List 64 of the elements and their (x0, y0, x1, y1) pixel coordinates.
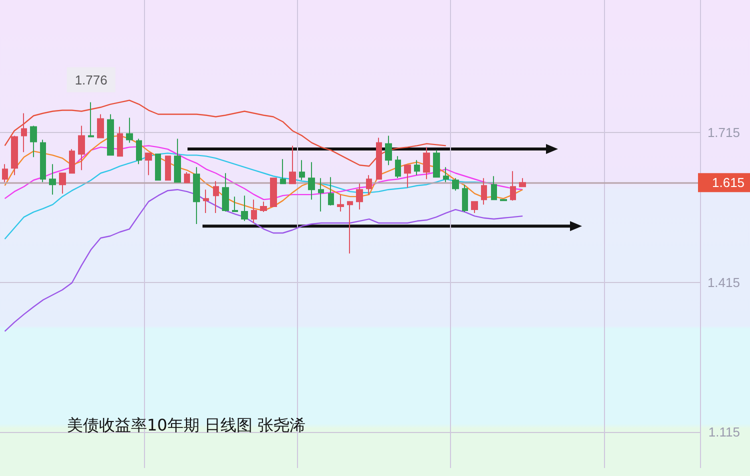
annotation: 1.776 (74, 72, 108, 88)
candlestick (347, 201, 353, 254)
candlestick (289, 145, 296, 184)
candlestick (366, 174, 372, 196)
candlestick (232, 196, 238, 212)
candlestick (203, 189, 209, 214)
candlestick (308, 162, 315, 200)
candlestick (433, 150, 440, 178)
candlestick (318, 178, 324, 212)
candlestick (193, 166, 200, 225)
y-tick-label: 1.415 (707, 274, 740, 290)
candlestick (40, 139, 46, 183)
candlestick (260, 201, 267, 213)
candlestick (126, 117, 133, 144)
candlestick (481, 178, 487, 206)
line-series (4, 100, 446, 167)
y-tick-label: 1.115 (708, 424, 740, 440)
candlestick (337, 194, 344, 212)
candlestick (404, 164, 411, 188)
candlestick (59, 172, 66, 194)
candlestick (356, 183, 363, 210)
candlestick (299, 160, 305, 181)
line-series (4, 145, 524, 200)
candlestick (97, 114, 104, 138)
candlestick (443, 166, 449, 183)
candlestick (376, 137, 382, 180)
candlestick (11, 135, 18, 176)
candlestick (385, 135, 392, 166)
candlestick (2, 164, 8, 183)
candlestick (69, 148, 75, 174)
candlestick (88, 102, 94, 138)
candlestick (423, 146, 430, 180)
candlestick (107, 114, 114, 156)
candlestick (462, 184, 468, 213)
line-series (4, 152, 494, 240)
candlestick (213, 180, 219, 214)
line-series (4, 188, 524, 332)
candlestick (452, 178, 459, 192)
candlestick (251, 199, 257, 224)
candlestick (414, 160, 420, 176)
candlestick (30, 125, 37, 158)
candlestick (328, 176, 334, 206)
candlestick (136, 138, 142, 165)
candlestick (145, 152, 152, 176)
candlestick (222, 172, 229, 212)
candlestick (78, 125, 85, 171)
candlestick (21, 112, 27, 153)
candlestick (49, 164, 56, 196)
candlestick (510, 170, 516, 202)
candlestick (491, 176, 497, 200)
candlestick (471, 201, 478, 214)
candlestick (155, 154, 161, 181)
candlestick (241, 195, 248, 222)
candlestick (174, 138, 181, 183)
ref-line-label: 1.615 (712, 175, 745, 190)
candlestick (519, 178, 526, 188)
candlestick (270, 178, 277, 208)
candlestick (165, 156, 171, 181)
candlestick (395, 156, 401, 179)
text: 美债收益率10年期 日线图 张尧浠 (67, 416, 306, 434)
y-tick-label: 1.715 (707, 125, 740, 140)
candlestick (117, 126, 123, 157)
candlestick (184, 172, 190, 184)
candlestick (280, 158, 286, 184)
